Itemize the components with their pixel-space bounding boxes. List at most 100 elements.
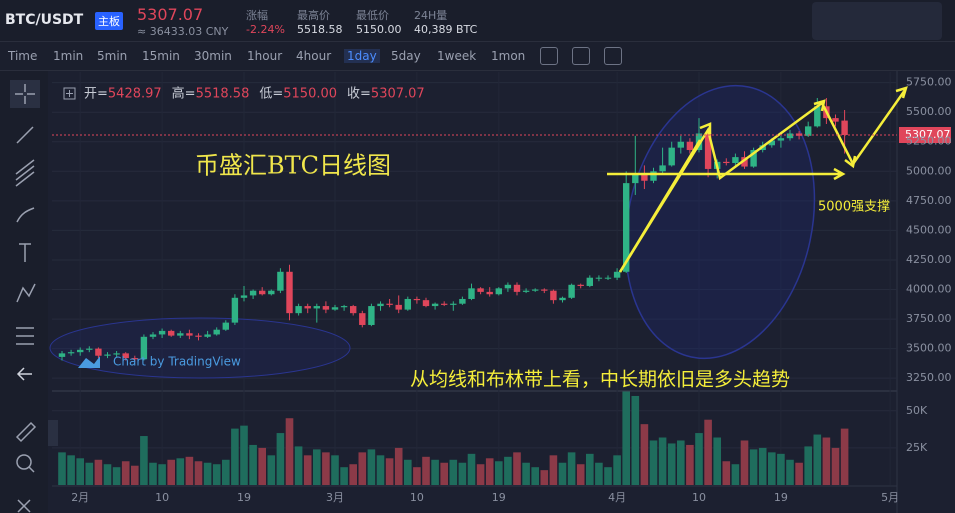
candle-body	[331, 307, 339, 310]
candle-body	[441, 303, 448, 305]
drawing-tools[interactable]	[10, 80, 40, 513]
volume-bar	[276, 433, 285, 485]
stat-value: 40,389 BTC	[414, 23, 478, 36]
volume-bar	[731, 464, 740, 485]
volume-bar	[704, 419, 712, 485]
candle-body	[595, 277, 603, 279]
candle-body	[422, 300, 430, 307]
volume-bar	[467, 453, 476, 485]
candle-body	[113, 353, 120, 355]
volume-bar	[549, 455, 558, 485]
volume-bar	[740, 440, 749, 485]
volume-bar	[367, 449, 376, 485]
interval-button[interactable]: 30min	[194, 49, 232, 63]
credit[interactable]: Chart by TradingView	[113, 355, 241, 369]
volume-tick-label: 25K	[906, 441, 928, 454]
tool-button[interactable]	[572, 47, 590, 65]
candle-body	[650, 171, 657, 181]
symbol[interactable]: BTC/USDT	[5, 12, 84, 28]
ohlc-label: 收=	[347, 87, 371, 102]
y-tick-label: 3500.00	[906, 342, 952, 355]
candle-body	[568, 284, 575, 298]
collapse-tab[interactable]	[48, 420, 58, 446]
x-tick-label: 10	[692, 491, 706, 504]
ohlc-value: 5307.07	[371, 87, 425, 102]
volume-bar	[513, 452, 521, 485]
volume-bar	[103, 464, 112, 485]
volume-bar	[458, 462, 467, 485]
volume-bar	[340, 467, 348, 485]
volume-bar	[67, 455, 75, 485]
interval-button[interactable]: 15min	[142, 49, 180, 63]
volume-bar	[385, 458, 394, 485]
candle-body	[504, 284, 512, 289]
tool-button[interactable]	[540, 47, 558, 65]
candle-body	[386, 303, 393, 305]
volume-bar	[158, 464, 166, 485]
candle-body	[805, 126, 812, 136]
y-tick-label: 5500.00	[906, 105, 952, 118]
stat-value: -2.24%	[246, 23, 285, 36]
candle-body	[450, 303, 457, 305]
volume-bar	[786, 459, 794, 485]
stat-label: 涨幅	[246, 9, 268, 22]
candle-body	[168, 330, 175, 336]
candle-body	[741, 157, 748, 167]
candle-body	[413, 298, 421, 301]
volume-bar	[231, 428, 239, 485]
volume-bar	[358, 452, 367, 485]
volume-bar	[176, 458, 185, 485]
interval-button[interactable]: 4hour	[296, 49, 332, 63]
bollinger-ellipse	[49, 317, 351, 379]
candle-body	[477, 288, 484, 292]
interval-button[interactable]: 1mon	[491, 49, 526, 63]
volume-bar	[686, 444, 694, 485]
volume-bar	[267, 455, 276, 485]
volume-bar	[504, 456, 512, 485]
candle-body	[513, 284, 521, 292]
y-tick-label: 3250.00	[906, 371, 952, 384]
interval-button[interactable]: 1day	[344, 49, 380, 63]
volume-bar	[404, 459, 412, 485]
tool-button[interactable]	[604, 47, 622, 65]
candle-body	[377, 303, 384, 307]
ohlc-value: 5150.00	[283, 87, 337, 102]
candle-body	[240, 295, 248, 298]
x-tick-label: 19	[774, 491, 788, 504]
volume-bar	[613, 455, 621, 485]
x-tick-label: 3月	[326, 491, 344, 504]
candle-body	[577, 284, 584, 286]
volume-bar	[631, 395, 640, 485]
interval-button[interactable]: 1min	[53, 49, 84, 63]
candle-body	[58, 353, 66, 357]
legend-toggle[interactable]	[63, 87, 76, 100]
left-toolbar	[0, 71, 48, 513]
volume-bar	[349, 464, 357, 485]
volume-bar	[840, 428, 849, 485]
interval-button[interactable]: 5min	[97, 49, 128, 63]
volume-bar	[695, 433, 703, 485]
candle-body	[213, 329, 220, 335]
interval-button[interactable]: Time	[8, 49, 38, 63]
interval-button[interactable]: 1week	[437, 49, 477, 63]
volume-bar	[121, 461, 130, 485]
volume-bar	[294, 446, 303, 485]
candle-body	[104, 354, 111, 356]
cny-price: ≈ 36433.03 CNY	[137, 25, 229, 38]
board-badge: 主板	[95, 12, 123, 30]
interval-button[interactable]: 5day	[391, 49, 421, 63]
candle-body	[677, 141, 684, 148]
x-tick-label: 19	[492, 491, 506, 504]
candle-body	[158, 330, 166, 335]
volume-bar	[185, 456, 194, 485]
y-tick-label: 4500.00	[906, 223, 952, 236]
volume-bar	[194, 461, 203, 485]
last-price: 5307.07	[137, 5, 204, 24]
candle-body	[313, 306, 320, 309]
candle-body	[459, 298, 466, 304]
stat-label: 24H量	[414, 9, 448, 22]
interval-button[interactable]: 1hour	[247, 49, 283, 63]
x-tick-label: 10	[155, 491, 169, 504]
candle-body	[613, 271, 621, 278]
